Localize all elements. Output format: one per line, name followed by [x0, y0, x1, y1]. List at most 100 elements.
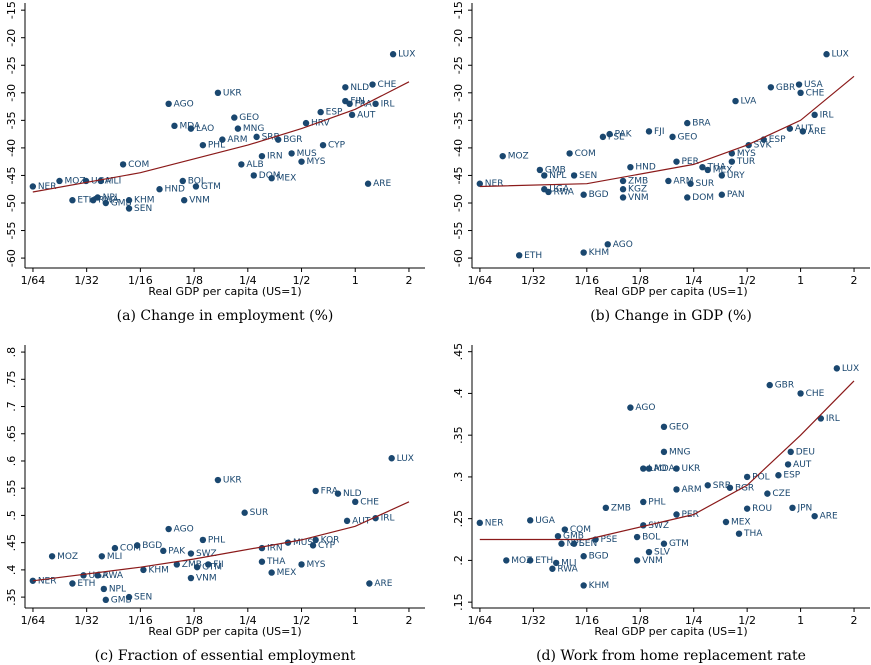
point-label: PSE: [601, 535, 618, 545]
point: [165, 100, 172, 108]
point-label: CHE: [806, 389, 825, 399]
point-label: MOZ: [511, 556, 532, 566]
point-label: SRB: [262, 132, 280, 142]
point: [268, 174, 275, 182]
point-label: SEN: [134, 204, 152, 214]
point-label: MEX: [277, 174, 297, 184]
point: [253, 133, 260, 141]
point: [298, 158, 305, 165]
point-label: ROU: [752, 504, 772, 514]
x-tick-label: 1/2: [738, 274, 756, 287]
point: [604, 241, 611, 248]
point-label: THA: [743, 529, 763, 539]
point: [140, 566, 147, 574]
point-label: MEX: [277, 568, 297, 578]
point-label: RWA: [103, 571, 124, 581]
x-tick-label: 1/32: [521, 274, 546, 287]
point-label: MYS: [307, 560, 326, 570]
point: [199, 536, 207, 544]
point: [784, 461, 792, 468]
point: [687, 180, 694, 187]
point: [317, 108, 324, 116]
point: [352, 498, 359, 506]
point-label: ESP: [783, 471, 800, 481]
point: [94, 194, 101, 201]
point-label: ESP: [769, 135, 786, 145]
y-tick-label: .75: [5, 371, 18, 389]
point-label: SLV: [654, 548, 671, 558]
point: [722, 518, 730, 526]
point: [640, 465, 647, 472]
point: [274, 136, 282, 143]
point-label: ARE: [808, 127, 826, 137]
point-label: AGO: [174, 525, 194, 535]
point: [69, 197, 76, 204]
point-label: BGR: [283, 135, 302, 145]
fit-line: [479, 380, 855, 541]
point-label: IRN: [267, 152, 283, 162]
point: [580, 553, 587, 560]
y-tick-label: .45: [452, 343, 465, 361]
point: [718, 191, 726, 198]
point: [566, 150, 573, 157]
point: [312, 536, 319, 544]
point-label: PER: [681, 157, 698, 167]
x-tick-label: 1/8: [631, 614, 649, 627]
point-label: SWZ: [648, 521, 669, 531]
caption: (a) Change in employment (%): [117, 308, 334, 324]
point-label: COM: [575, 149, 596, 159]
point: [515, 252, 523, 259]
point-label: IRL: [826, 414, 840, 424]
y-tick-label: .65: [5, 425, 18, 443]
point-label: GBR: [775, 381, 794, 391]
point: [704, 166, 711, 174]
point-label: NLD: [350, 83, 369, 93]
point: [343, 517, 351, 525]
point-label: HRV: [311, 119, 331, 129]
point-label: ARM: [673, 176, 693, 186]
point: [214, 89, 222, 97]
point: [288, 150, 295, 157]
point-label: LUX: [397, 454, 414, 464]
point: [545, 188, 552, 196]
y-tick-label: .15: [452, 593, 465, 611]
point-label: AUT: [793, 460, 812, 470]
point-label: DEU: [796, 447, 815, 457]
y-tick-label: -60: [5, 249, 18, 267]
point: [111, 544, 119, 552]
x-tick-label: 1/2: [293, 614, 311, 627]
point-label: UKR: [223, 476, 242, 486]
point: [767, 84, 775, 91]
point-label: FIN: [350, 97, 365, 107]
point: [673, 486, 680, 493]
point: [499, 152, 506, 160]
point: [640, 498, 647, 506]
point-label: SEN: [579, 539, 597, 549]
point-label: MNG: [243, 124, 264, 134]
point-label: KGZ: [628, 185, 647, 195]
x-tick-label: 1: [797, 274, 804, 287]
point: [102, 199, 110, 207]
point-label: BGD: [589, 552, 609, 562]
x-tick-label: 1/16: [574, 274, 599, 287]
point-label: KOR: [321, 535, 340, 545]
point: [660, 540, 668, 547]
point-label: ARE: [373, 179, 391, 189]
point-label: IRN: [267, 544, 283, 554]
point-label: AUT: [352, 516, 371, 526]
x-tick-label: 1/8: [631, 274, 649, 287]
point: [238, 161, 245, 168]
point: [125, 197, 133, 204]
y-tick-label: -40: [452, 139, 465, 157]
point-label: IRL: [381, 99, 395, 109]
point: [764, 490, 771, 497]
point: [554, 532, 562, 540]
point-label: CYP: [328, 141, 346, 151]
point-label: MEX: [713, 165, 733, 175]
point-label: COM: [120, 544, 141, 554]
y-tick-label: -15: [5, 1, 18, 19]
point: [119, 161, 127, 168]
point-label: MOZ: [57, 552, 78, 562]
point: [179, 177, 186, 185]
point-label: ETH: [77, 579, 95, 589]
